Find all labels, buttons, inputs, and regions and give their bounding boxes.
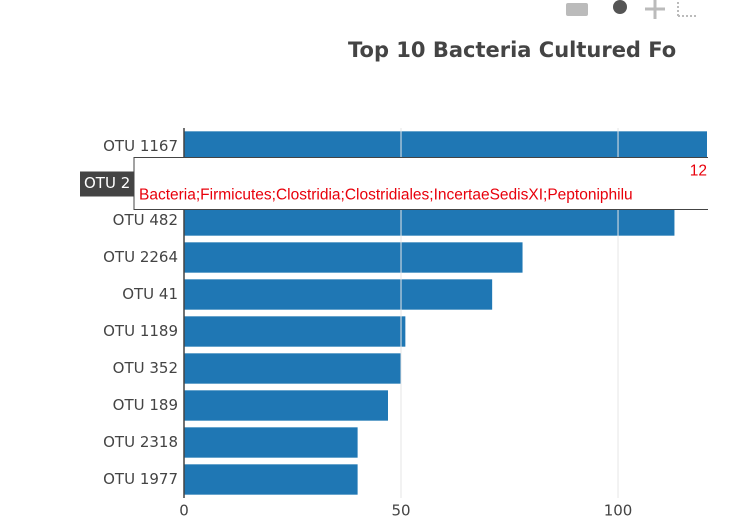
x-tick-label: 100: [604, 502, 633, 520]
edge-mask: [708, 120, 740, 220]
bar: [184, 242, 523, 273]
hover-category-box: [80, 171, 140, 197]
y-tick-label: OTU 352: [113, 359, 178, 377]
y-tick-label: OTU 1167: [103, 137, 178, 155]
bar: [184, 316, 406, 347]
y-tick-label: OTU 2264: [103, 248, 178, 266]
bar: [184, 464, 358, 495]
modebar[interactable]: [566, 0, 698, 19]
bar: [184, 427, 358, 458]
y-tick-label: OTU 482: [113, 211, 178, 229]
y-tick-label: OTU 189: [113, 396, 178, 414]
x-tick-label: 50: [391, 502, 410, 520]
bar: [184, 390, 388, 421]
y-tick-label: OTU 1189: [103, 322, 178, 340]
tooltip-value: 12: [690, 163, 707, 180]
bar: [184, 131, 707, 162]
tooltip-box: [133, 157, 735, 210]
y-tick-label: OTU 41: [122, 285, 178, 303]
bar: [184, 279, 493, 310]
tooltip-text: Bacteria;Firmicutes;Clostridia;Clostridi…: [139, 187, 633, 204]
y-tick-label: OTU 1977: [103, 470, 178, 488]
y-tick-label: OTU 2: [84, 174, 130, 192]
y-tick-label: OTU 2318: [103, 433, 178, 451]
chart-title: Top 10 Bacteria Cultured Fo: [348, 38, 676, 62]
bar: [184, 205, 675, 236]
bar: [184, 353, 402, 384]
select-icon[interactable]: [677, 2, 698, 17]
pan-icon[interactable]: [645, 0, 665, 19]
camera-icon[interactable]: [566, 3, 588, 16]
zoom-icon[interactable]: [613, 0, 627, 14]
x-tick-label: 0: [179, 502, 189, 520]
